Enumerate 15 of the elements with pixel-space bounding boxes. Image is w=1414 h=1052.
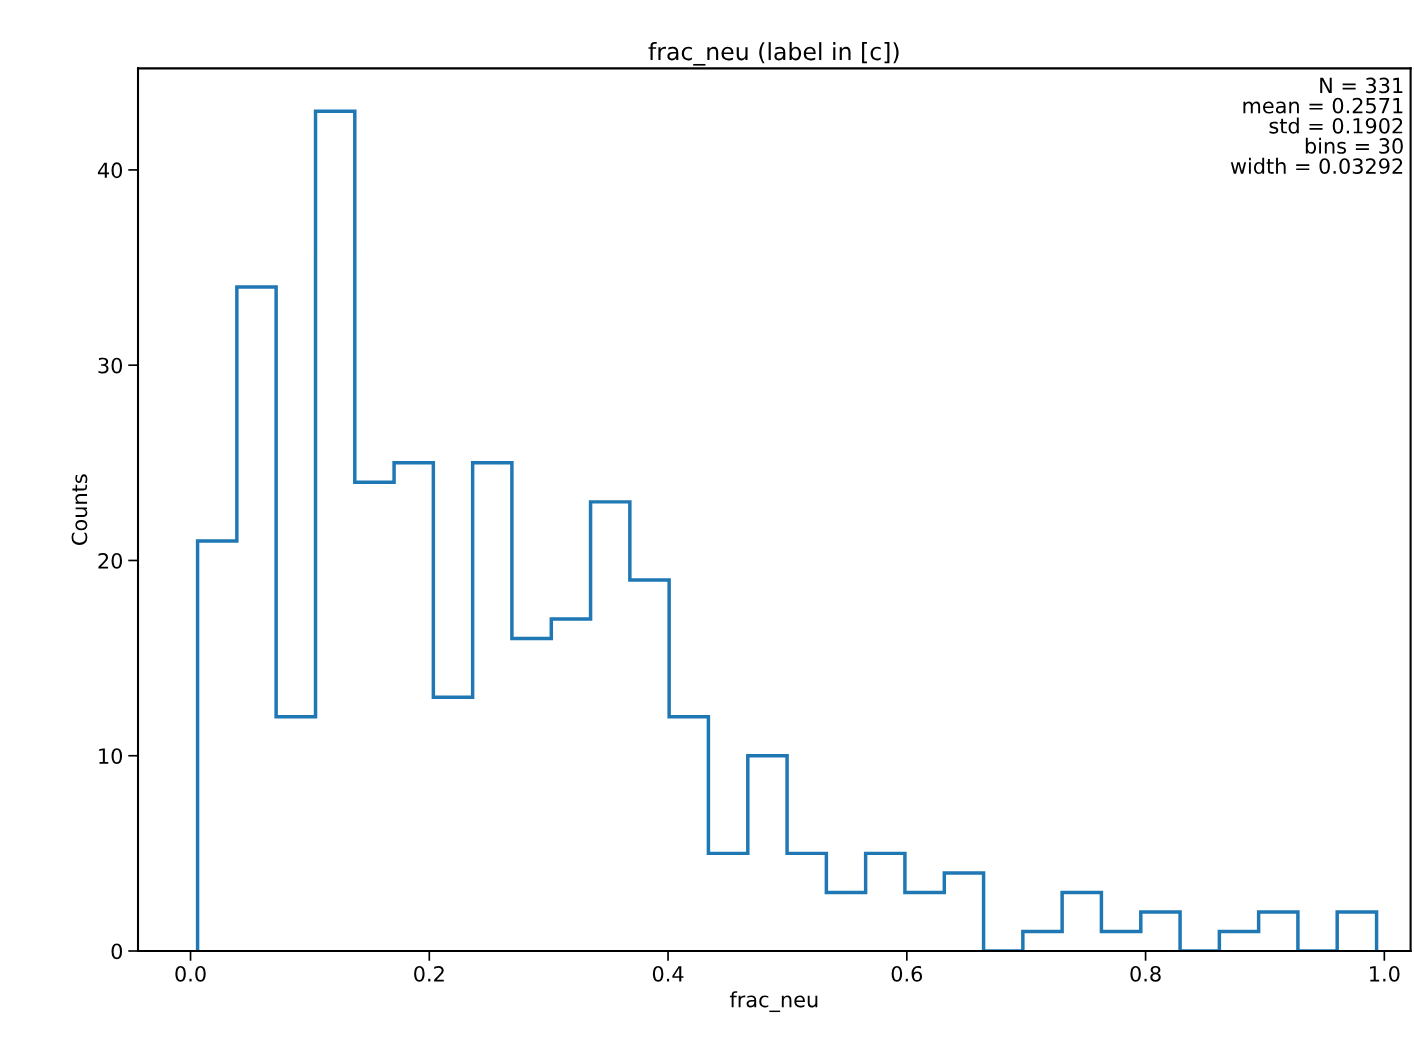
x-tick-label: 0.6 (891, 965, 923, 982)
y-tick-label: 30 (98, 357, 123, 374)
annotation: N = 331 mean = 0.2571 std = 0.1902 bins = 30 width = 0.03292 (1230, 77, 1403, 174)
y-tick-label: 10 (99, 748, 123, 764)
y-tick-label: 20 (98, 552, 123, 569)
x-axis-title: frac_neu (729, 991, 818, 1013)
y-axis-title: Counts (71, 474, 88, 545)
x-tick-label: 0.8 (1130, 965, 1161, 982)
x-tick-label: 0.0 (175, 965, 206, 982)
x-tick-label: 1.0 (1370, 965, 1400, 982)
chart-title: frac_neu (label in [c]) (648, 42, 899, 66)
y-tick-label: 40 (97, 162, 123, 179)
y-tick-label: 0 (111, 943, 123, 960)
x-tick-label: 0.4 (652, 965, 684, 982)
x-tick-label: 0.2 (414, 965, 444, 982)
